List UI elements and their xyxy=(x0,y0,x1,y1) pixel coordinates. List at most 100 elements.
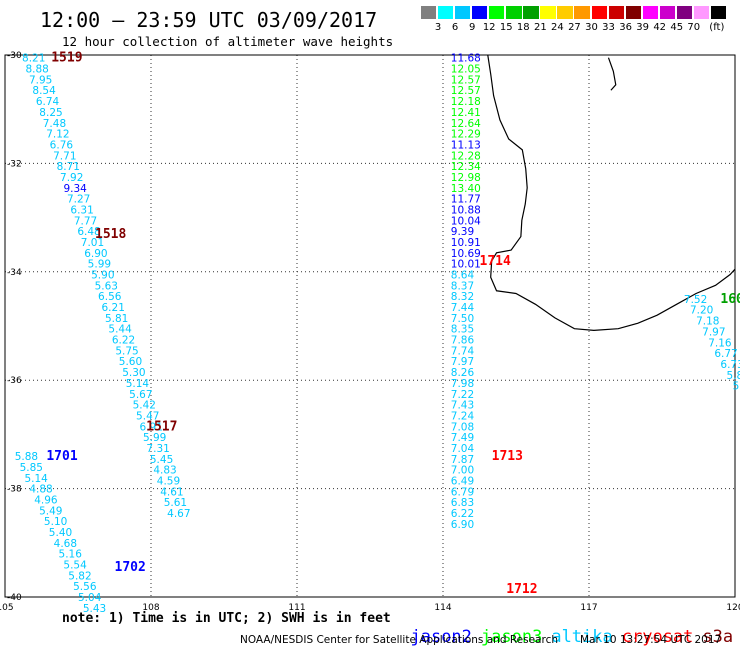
sat-label-altika: altika xyxy=(551,627,613,647)
scale-swatch xyxy=(557,6,573,19)
wave-height-value: 7.22 xyxy=(451,389,474,401)
coastline xyxy=(487,54,736,331)
generation-timestamp: Mar 10 13:27:54 UTC 2017 xyxy=(580,634,722,646)
scale-label: 30 xyxy=(585,22,598,33)
scale-label: 39 xyxy=(636,22,650,33)
wave-height-value: 5.16 xyxy=(59,549,83,561)
wave-height-value: 7.52 xyxy=(684,294,707,306)
wave-height-value: 7.31 xyxy=(146,443,169,455)
wave-height-value: 6.22 xyxy=(112,335,135,347)
longitude-tick: 108 xyxy=(142,603,159,613)
scale-swatch xyxy=(710,6,727,19)
wave-height-value: 13.40 xyxy=(451,183,481,195)
scale-label: 42 xyxy=(653,22,667,33)
wave-height-value: 7.92 xyxy=(60,172,83,184)
wave-height-value: 5.14 xyxy=(126,378,150,390)
scale-swatch xyxy=(472,6,488,19)
pass-time-label: 1714 xyxy=(480,254,511,269)
wave-height-value: 5.85 xyxy=(20,462,43,474)
altimeter-observations: 8.218.887.958.546.748.257.487.126.767.71… xyxy=(15,51,740,615)
wave-height-value: 6.49 xyxy=(451,475,474,487)
wave-height-value: 7.97 xyxy=(451,356,474,368)
wave-height-value: 8.35 xyxy=(451,324,474,336)
wave-height-value: 12.57 xyxy=(451,74,481,86)
latitude-tick: -36 xyxy=(7,376,22,386)
wave-height-value: 9.39 xyxy=(451,226,474,238)
graticule xyxy=(4,54,736,598)
wave-height-value: 8.54 xyxy=(32,85,56,97)
scale-label: 3 xyxy=(434,22,442,33)
wave-height-value: 7.12 xyxy=(46,129,69,141)
wave-height-value: 7.01 xyxy=(81,237,104,249)
wave-height-value: 5.47 xyxy=(136,410,159,422)
latitude-tick: -30 xyxy=(7,51,22,61)
scale-label: 9 xyxy=(468,22,476,33)
longitude-tick: 105 xyxy=(0,603,14,613)
wave-height-value: 12.41 xyxy=(451,107,481,119)
wave-height-value: 7.71 xyxy=(53,150,76,162)
wave-height-value: 5.43 xyxy=(83,603,106,615)
longitude-tick: 117 xyxy=(580,603,597,613)
wave-height-value: 6.74 xyxy=(36,96,60,108)
map-title: 12:00 — 23:59 UTC 03/09/2017 xyxy=(40,8,378,32)
scale-swatch xyxy=(574,6,590,19)
wave-height-value: 5.54 xyxy=(63,559,87,571)
sat-label-jason3: jason3 xyxy=(480,627,543,647)
wave-height-value: 6.22 xyxy=(451,508,474,520)
scale-label: 70 xyxy=(687,22,701,33)
wave-height-value: 7.97 xyxy=(702,326,725,338)
wave-height-value: 5.61 xyxy=(164,497,187,509)
wave-height-value: 10.91 xyxy=(451,237,481,249)
wave-height-value: 5.75 xyxy=(115,345,138,357)
scale-swatch xyxy=(608,6,624,19)
wave-height-value: 7.77 xyxy=(74,215,97,227)
wave-height-value: 11.77 xyxy=(451,194,481,206)
wave-height-value: 9.34 xyxy=(63,183,87,195)
longitude-tick: 111 xyxy=(288,603,305,613)
wave-height-value: 8.26 xyxy=(451,367,475,379)
wave-height-value: 4.59 xyxy=(157,475,180,487)
wave-height-value: 7.24 xyxy=(451,410,475,422)
wave-height-value: 5.60 xyxy=(119,356,142,368)
scale-swatch xyxy=(455,6,471,19)
pass-time-label: 1518 xyxy=(95,227,126,242)
wave-height-value: 4.88 xyxy=(29,484,52,496)
scale-swatch xyxy=(523,6,539,19)
wave-height-value: 8.32 xyxy=(451,291,474,303)
wave-height-value: 11.68 xyxy=(451,53,481,65)
longitude-tick: 120 xyxy=(726,603,740,613)
wave-height-value: 7.98 xyxy=(451,378,474,390)
latitude-tick: -34 xyxy=(7,268,22,278)
scale-label: (ft) xyxy=(709,22,725,33)
wave-height-value: 5.8 xyxy=(726,370,740,382)
scale-label: 33 xyxy=(602,22,615,33)
wave-height-value: 5.10 xyxy=(44,516,67,528)
wave-height-value: 7.95 xyxy=(29,74,52,86)
wave-height-value: 5.90 xyxy=(91,270,114,282)
scale-label: 45 xyxy=(670,22,684,33)
longitude-tick: 114 xyxy=(434,603,451,613)
scale-swatch xyxy=(659,6,675,19)
wave-height-value: 8.71 xyxy=(57,161,80,173)
scale-label: 36 xyxy=(619,22,632,33)
wave-height-value: 10.04 xyxy=(451,215,481,227)
sat-label-jason2: jason2 xyxy=(410,627,472,647)
wave-height-value: 5.42 xyxy=(133,400,156,412)
wave-height-value: 5.04 xyxy=(78,592,102,604)
scale-label: 27 xyxy=(568,22,581,33)
wave-height-value: 7.86 xyxy=(451,335,475,347)
wave-height-value: 7.43 xyxy=(451,400,474,412)
wave-height-value: 7.44 xyxy=(451,302,475,314)
scale-swatch xyxy=(642,6,658,19)
wave-height-value: 10.88 xyxy=(451,204,481,216)
wave-height-value: 8.64 xyxy=(451,270,475,282)
map-frame xyxy=(4,54,736,598)
wave-height-value: 12.98 xyxy=(451,172,481,184)
wave-height-value: 5.14 xyxy=(24,473,48,485)
pass-time-label: 1519 xyxy=(51,51,82,66)
wave-height-value: 7.27 xyxy=(67,194,90,206)
pass-time-label: 1713 xyxy=(492,449,523,464)
wave-height-value: 5.88 xyxy=(15,451,38,463)
pass-time-label: 1702 xyxy=(115,560,146,575)
wave-height-value: 6.77 xyxy=(714,348,737,360)
